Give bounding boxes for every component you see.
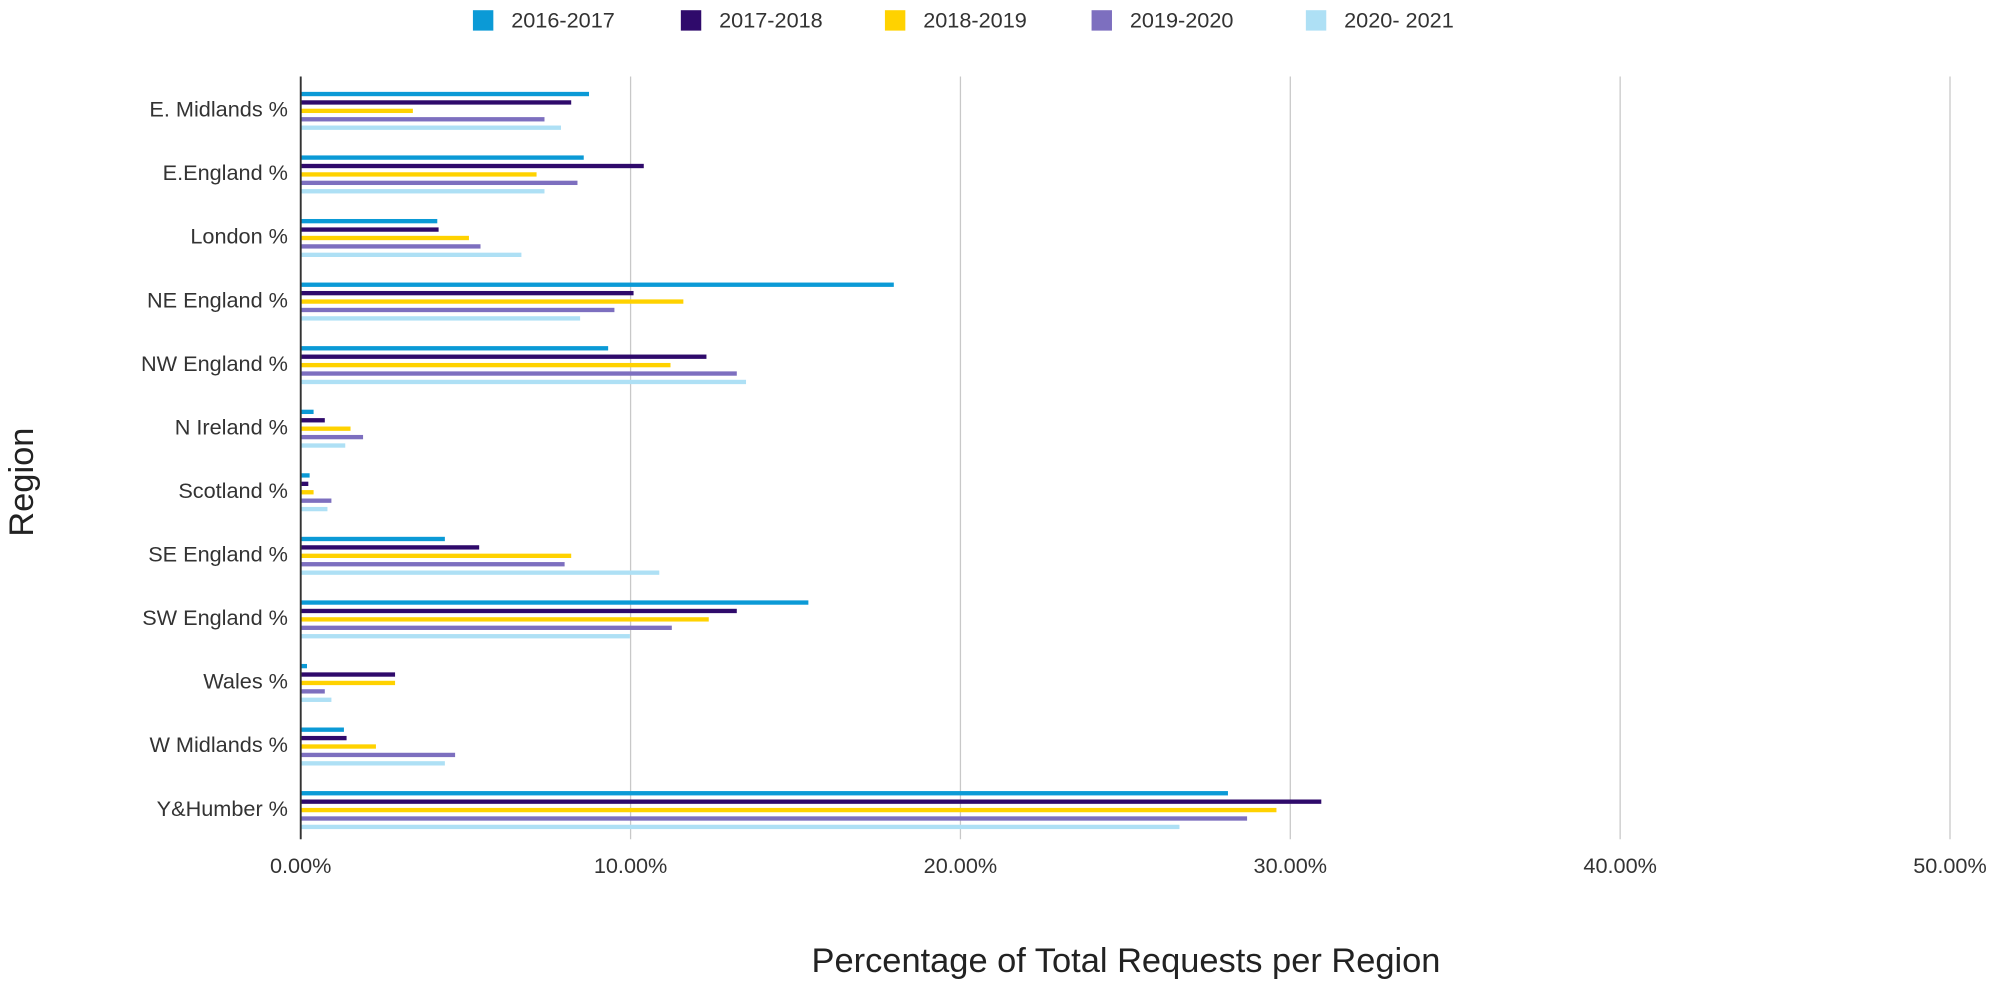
bar <box>300 252 522 258</box>
bar <box>300 418 325 423</box>
x-tick-label: 0.00% <box>270 853 331 878</box>
y-axis-title: Region <box>3 428 41 537</box>
y-tick-label: SW England % <box>142 605 288 630</box>
bar <box>300 379 747 385</box>
y-tick-label: Y&Humber % <box>157 796 288 821</box>
bar <box>300 680 396 686</box>
bar <box>300 536 445 542</box>
bar <box>300 824 1180 830</box>
bar <box>300 346 609 351</box>
bar <box>300 498 332 503</box>
y-tick-label: NE England % <box>147 287 288 312</box>
bar <box>300 727 344 732</box>
bar <box>300 545 480 550</box>
bar <box>300 600 809 605</box>
y-tick-label: W Midlands % <box>149 732 288 757</box>
bar <box>300 490 314 495</box>
bar <box>300 189 545 194</box>
bar <box>300 761 445 766</box>
y-tick-label: E. Midlands % <box>149 97 288 122</box>
legend-label: 2017-2018 <box>719 7 823 32</box>
bar <box>300 697 332 702</box>
bar <box>300 625 672 630</box>
legend-label: 2018-2019 <box>923 7 1027 32</box>
bar <box>300 125 561 130</box>
bar <box>300 180 578 186</box>
bar <box>300 481 309 487</box>
bar <box>300 307 615 313</box>
legend-label: 2016-2017 <box>511 7 615 32</box>
bar <box>300 409 314 415</box>
bar <box>300 117 545 122</box>
bar <box>300 473 310 478</box>
legend-swatch <box>680 10 702 31</box>
x-tick-label: 30.00% <box>1254 853 1328 878</box>
bar <box>300 816 1248 821</box>
bar <box>300 689 325 694</box>
bar <box>300 506 328 512</box>
bar <box>300 282 894 287</box>
bar <box>300 100 572 105</box>
bar <box>300 108 413 114</box>
bar <box>300 553 572 558</box>
x-tick-label: 40.00% <box>1583 853 1657 878</box>
bar <box>300 443 346 448</box>
bar <box>300 744 376 749</box>
y-tick-label: SE England % <box>148 542 288 567</box>
bar <box>300 426 351 431</box>
bar <box>300 218 438 224</box>
bar <box>300 354 707 359</box>
bar <box>300 290 634 296</box>
bar <box>300 362 671 368</box>
legend-swatch <box>1091 10 1112 31</box>
y-tick-label: E.England % <box>163 160 288 185</box>
bar <box>300 227 439 232</box>
bar <box>300 155 584 160</box>
bar <box>300 434 364 440</box>
y-tick-label: Scotland % <box>178 478 288 503</box>
bar <box>300 91 590 97</box>
bar <box>300 807 1277 813</box>
legend-label: 2020- 2021 <box>1344 7 1454 32</box>
y-tick-label: London % <box>190 224 288 249</box>
y-tick-label: N Ireland % <box>175 414 288 439</box>
legend-swatch <box>472 10 494 31</box>
bar <box>300 608 737 614</box>
bar <box>300 316 581 321</box>
bar <box>300 799 1322 804</box>
x-tick-label: 50.00% <box>1913 853 1987 878</box>
y-tick-label: Wales % <box>203 669 288 694</box>
bar <box>300 672 396 677</box>
bar <box>300 299 684 304</box>
x-tick-label: 20.00% <box>924 853 998 878</box>
bar <box>300 371 737 376</box>
bar <box>300 634 630 639</box>
bar <box>300 570 660 575</box>
bar <box>300 163 644 169</box>
y-tick-label: NW England % <box>141 351 288 376</box>
bar <box>300 172 537 177</box>
x-tick-label: 10.00% <box>594 853 668 878</box>
bar <box>300 244 481 249</box>
legend-swatch <box>884 10 906 31</box>
bar <box>300 752 456 758</box>
bar <box>300 791 1228 796</box>
legend-label: 2019-2020 <box>1130 7 1234 32</box>
bar <box>300 617 709 622</box>
bar <box>300 562 565 567</box>
x-axis-title: Percentage of Total Requests per Region <box>812 942 1441 980</box>
legend-swatch <box>1305 10 1327 31</box>
bar <box>300 663 307 669</box>
bar <box>300 235 469 241</box>
bar <box>300 735 347 741</box>
